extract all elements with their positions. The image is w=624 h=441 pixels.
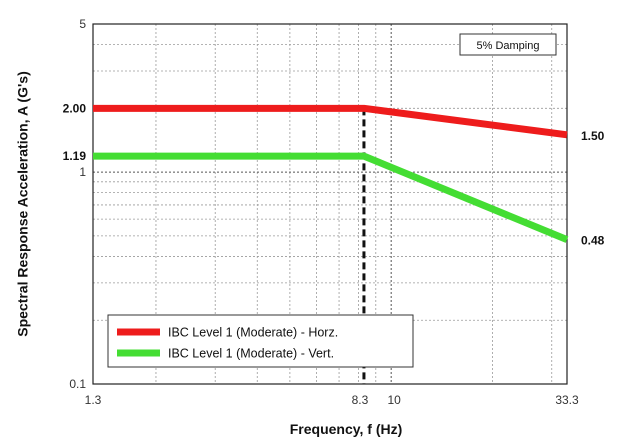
x-tick-label: 8.3 [352, 393, 369, 407]
x-tick-label: 33.3 [555, 393, 579, 407]
series-end-label: 1.50 [581, 129, 605, 143]
legend-label: IBC Level 1 (Moderate) - Horz. [168, 326, 338, 340]
annotation-box-frame [459, 33, 557, 56]
series-line-2 [93, 152, 569, 243]
legend-items: IBC Level 1 (Moderate) - Horz. IBC Level … [117, 326, 338, 361]
series-layer [93, 104, 569, 243]
legend-label: IBC Level 1 (Moderate) - Vert. [168, 347, 334, 361]
y-tick-label: 1.19 [63, 149, 87, 163]
x-tick-label: 10 [388, 393, 402, 407]
annotation-text: 5% Damping [477, 40, 540, 52]
y-tick-labels: 0.1 1 1.19 2.00 5 [63, 17, 87, 391]
y-axis-title: Spectral Response Acceleration, A (G's) [15, 71, 31, 337]
legend-frame [107, 314, 414, 368]
y-tick-label: 5 [79, 17, 86, 31]
series-line-1 [93, 104, 568, 139]
x-tick-label: 1.3 [85, 393, 102, 407]
plot-frame [92, 23, 568, 385]
x-axis-title: Frequency, f (Hz) [290, 421, 403, 437]
y-tick-label: 1 [79, 165, 86, 179]
y-tick-label: 2.00 [63, 101, 87, 115]
legend: IBC Level 1 (Moderate) - Horz. IBC Level … [107, 314, 414, 368]
x-tick-labels: 1.3 8.3 10 33.3 [85, 393, 579, 407]
series-end-label: 0.48 [581, 234, 605, 248]
annotation-box: 5% Damping [459, 33, 557, 56]
end-labels: 1.50 0.48 [581, 129, 605, 248]
y-tick-label: 0.1 [69, 377, 86, 391]
